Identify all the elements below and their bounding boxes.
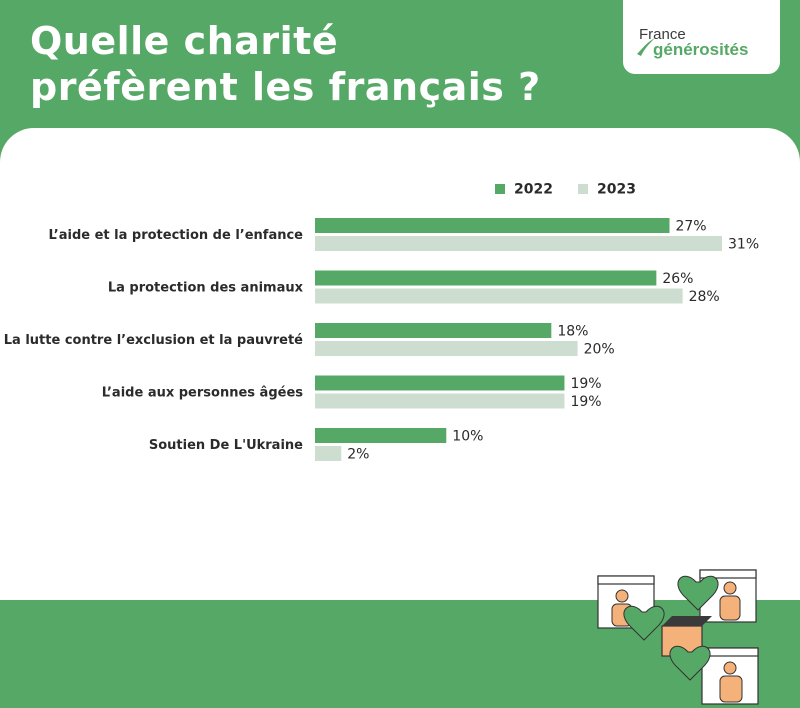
logo-text-generosites: générosités [653, 40, 749, 59]
page-title: Quelle charité préfèrent les français ? [30, 18, 541, 110]
bar-2023 [315, 288, 683, 304]
legend-label-2023: 2023 [597, 182, 636, 198]
data-label-2023: 19% [570, 394, 601, 410]
bar-2023 [315, 393, 565, 409]
legend-label-2022: 2022 [514, 182, 553, 198]
illustration-hearts [597, 569, 759, 705]
logo: France générosités [623, 0, 780, 74]
bar-2023 [315, 446, 342, 461]
swoosh-icon [637, 38, 655, 56]
chart-bars: L’aide et la protection de l’enfance 27% 3… [4, 218, 759, 463]
legend-swatch-2022 [495, 184, 505, 194]
category-label: L’aide et la protection de l’enfance [48, 228, 303, 243]
bar-2022 [315, 375, 565, 391]
data-label-2023: 31% [728, 237, 759, 253]
data-label-2022: 18% [557, 324, 588, 340]
data-label-2023: 2% [347, 447, 369, 463]
category-label: La lutte contre l’exclusion et la pauvre… [4, 333, 303, 348]
legend-swatch-2023 [578, 184, 588, 194]
chart-card: 2022 2023 L’aide et la protection de l’en… [0, 128, 800, 705]
title-line-2: préfèrent les français ? [30, 65, 541, 109]
bar-chart: 2022 2023 L’aide et la protection de l’en… [4, 182, 759, 463]
data-label-2023: 28% [689, 289, 720, 305]
data-label-2023: 20% [584, 342, 615, 358]
data-label-2022: 19% [570, 376, 601, 392]
data-label-2022: 27% [675, 219, 706, 235]
bar-2023 [315, 341, 578, 356]
logo-text-france: France [639, 26, 686, 43]
category-label: Soutien De L'Ukraine [149, 438, 303, 453]
bar-2022 [315, 270, 657, 286]
data-label-2022: 26% [662, 271, 693, 287]
category-label: La protection des animaux [108, 281, 304, 296]
bar-2022 [315, 218, 670, 233]
data-label-2022: 10% [452, 429, 483, 445]
bar-2022 [315, 428, 447, 443]
bar-2022 [315, 323, 552, 338]
category-label: L’aide aux personnes âgées [102, 386, 304, 401]
bar-2023 [315, 236, 722, 251]
title-line-1: Quelle charité [30, 19, 339, 63]
chart-legend: 2022 2023 [495, 182, 636, 198]
